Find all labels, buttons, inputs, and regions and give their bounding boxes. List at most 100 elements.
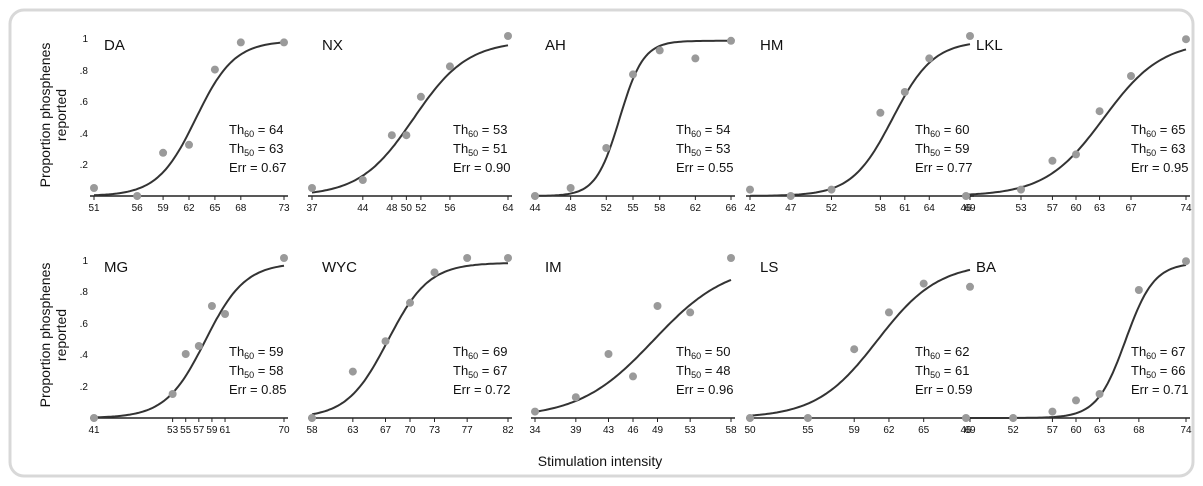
data-point [280, 38, 288, 47]
fit-curve [966, 264, 1187, 419]
panel-da: 51 56 59 62 65 68 73 DA Th60 = 64 Th50 = 63 Err = … [88, 37, 290, 214]
data-point [629, 70, 637, 79]
x-tick-label: 70 [404, 425, 416, 436]
x-tick-label: 68 [1133, 425, 1145, 436]
x-tick-label: 51 [88, 203, 100, 214]
data-point [653, 302, 662, 310]
data-point [406, 298, 414, 307]
data-point [1017, 185, 1025, 194]
x-tick-label: 56 [132, 203, 144, 214]
x-tick-label: 77 [462, 425, 474, 436]
y-ticks-top: 1 .8 .6 .4 .2 [80, 34, 89, 171]
data-point [1048, 407, 1057, 416]
x-tick-label: 34 [529, 425, 541, 436]
x-tick-label: 55 [627, 203, 639, 214]
subject-label: AH [545, 37, 566, 54]
x-tick-label: 60 [1070, 425, 1082, 436]
x-tick-label: 58 [725, 425, 737, 436]
x-tick-label: 52 [826, 203, 838, 214]
data-point [604, 350, 613, 358]
x-tick-label: 66 [725, 203, 737, 214]
x-tick-label: 62 [183, 203, 195, 214]
subject-label: WYC [322, 259, 357, 276]
data-point [504, 32, 512, 40]
panel-im: 34 39 43 46 49 53 58 IM Th60 = 50 Th50 = 48 Err = … [529, 254, 737, 436]
data-point [727, 36, 735, 45]
fit-curve [535, 39, 731, 197]
y-tick-label: .4 [80, 350, 89, 361]
x-tick-label: 64 [924, 203, 936, 214]
x-tick-label: 57 [1047, 203, 1059, 214]
data-point [962, 192, 970, 200]
fit-curve [749, 268, 971, 417]
th50-stat: Th50 = 61 [915, 363, 969, 380]
y-tick-label: .6 [80, 319, 89, 330]
x-tick-label: 37 [306, 203, 318, 214]
th50-stat: Th50 = 63 [1131, 141, 1185, 158]
panel-wyc: 58 63 67 70 73 77 82 WYC Th60 = 69 Th50 = 67 Err =… [306, 254, 514, 436]
x-tick-label: 50 [744, 425, 756, 436]
data-point [159, 148, 168, 157]
fit-curve [534, 278, 732, 413]
data-point [181, 350, 190, 358]
data-point [308, 414, 316, 422]
x-tick-label: 57 [193, 425, 205, 436]
x-tick-label: 41 [88, 425, 100, 436]
x-tick-label: 61 [219, 425, 231, 436]
x-tick-label: 82 [502, 425, 514, 436]
data-point [850, 345, 859, 354]
data-point [90, 184, 98, 192]
x-tick-label: 43 [603, 425, 615, 436]
th60-stat: Th60 = 62 [915, 344, 969, 361]
data-point [925, 54, 934, 63]
x-tick-label: 53 [167, 425, 179, 436]
data-point [1134, 286, 1143, 294]
subject-label: LKL [976, 37, 1003, 54]
x-tick-label: 46 [960, 425, 972, 436]
th60-stat: Th60 = 67 [1131, 344, 1185, 361]
data-point [803, 414, 812, 422]
x-tick-label: 55 [802, 425, 814, 436]
x-tick-label: 65 [209, 203, 221, 214]
panel-hm: 42 47 52 58 61 64 69 HM Th60 = 60 Th50 = 59 Err = … [744, 32, 976, 214]
x-tick-label: 47 [785, 203, 797, 214]
data-point [430, 268, 439, 277]
data-point [1095, 390, 1104, 398]
data-point [90, 414, 98, 422]
x-tick-label: 48 [565, 203, 577, 214]
data-point [168, 390, 177, 398]
panel-mg: 41 53 55 57 59 61 70 MG Th60 = 59 Th50 = 58 Err = … [88, 254, 290, 436]
data-point [571, 393, 580, 402]
data-point [900, 88, 909, 96]
data-point [531, 407, 539, 416]
data-point [358, 176, 367, 184]
err-stat: Err = 0.85 [229, 382, 286, 397]
data-point [221, 310, 230, 318]
data-point [884, 308, 893, 317]
data-point [387, 131, 396, 140]
th50-stat: Th50 = 53 [676, 141, 730, 158]
data-point [629, 372, 637, 381]
x-tick-label: 46 [627, 425, 639, 436]
x-tick-label: 63 [347, 425, 359, 436]
y-tick-label: .4 [80, 129, 89, 140]
y-tick-label: .8 [80, 66, 89, 77]
data-point [402, 131, 411, 140]
th50-stat: Th50 = 51 [453, 141, 507, 158]
data-point [962, 414, 970, 422]
data-point [504, 254, 512, 262]
figure-frame [8, 8, 1195, 478]
x-tick-label: 48 [386, 203, 398, 214]
data-point [463, 254, 472, 262]
y-axis-title-bottom-line2: reported [53, 309, 69, 361]
x-tick-label: 39 [570, 425, 582, 436]
x-tick-label: 57 [1047, 425, 1059, 436]
x-tick-label: 62 [883, 425, 895, 436]
x-tick-label: 63 [1094, 203, 1106, 214]
x-tick-label: 69 [964, 425, 976, 436]
subject-label: LS [760, 259, 778, 276]
x-tick-label: 59 [849, 425, 861, 436]
x-tick-label: 52 [601, 203, 613, 214]
data-point [746, 185, 754, 194]
y-tick-label: .2 [80, 160, 89, 171]
